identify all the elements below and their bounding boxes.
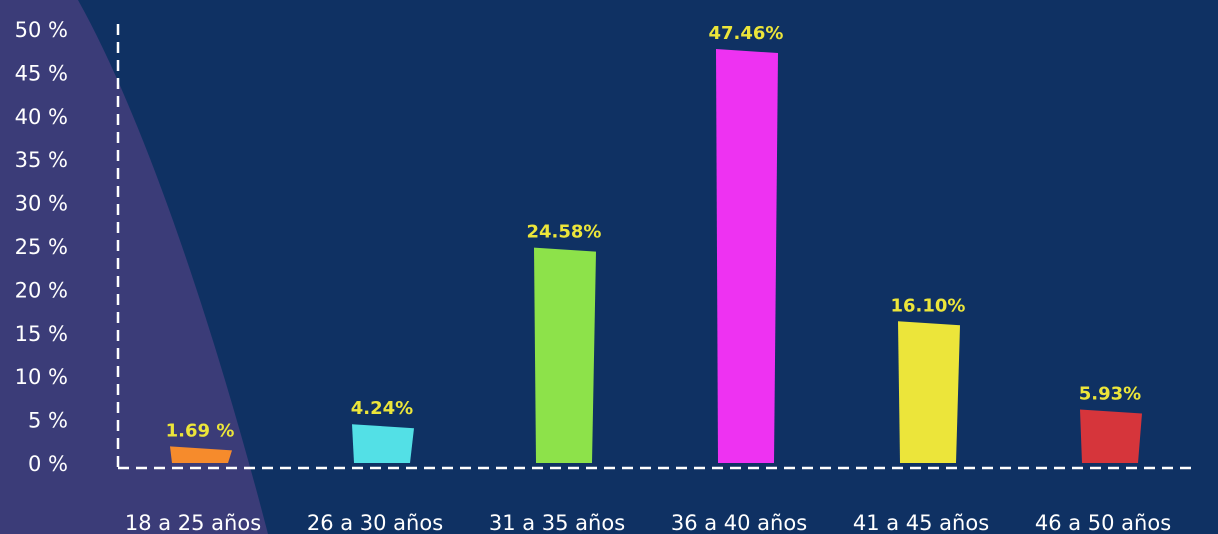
x-tick-label: 41 a 45 años	[853, 511, 989, 534]
y-tick-label: 45 %	[15, 61, 68, 85]
x-tick-label: 36 a 40 años	[671, 511, 807, 534]
decorative-background-shape	[0, 0, 268, 534]
bar-value-label: 5.93%	[1079, 384, 1141, 405]
bar	[1080, 409, 1142, 463]
y-tick-label: 40 %	[15, 105, 68, 129]
y-tick-label: 20 %	[15, 278, 68, 302]
bar	[716, 49, 778, 463]
bar-value-label: 4.24%	[351, 398, 413, 419]
y-tick-label: 25 %	[15, 235, 68, 259]
y-axis-ticks: 0 % 5 % 10 % 15 % 20 % 25 % 30 % 35 % 40 % 45 % 50…	[15, 18, 68, 476]
y-tick-label: 50 %	[15, 18, 68, 42]
y-tick-label: 10 %	[15, 365, 68, 389]
y-tick-label: 15 %	[15, 322, 68, 346]
bar	[534, 247, 596, 463]
y-tick-label: 0 %	[28, 452, 68, 476]
y-tick-label: 5 %	[28, 409, 68, 433]
bar	[170, 446, 232, 463]
x-axis-ticks: 18 a 25 años 26 a 30 años 31 a 35 años 36 a…	[125, 511, 1171, 534]
bar-value-label: 1.69 %	[166, 420, 235, 441]
bars-group	[170, 49, 1142, 463]
x-tick-label: 31 a 35 años	[489, 511, 625, 534]
x-tick-label: 18 a 25 años	[125, 511, 261, 534]
value-labels-group: 1.69 % 4.24% 24.58% 47.46% 16.10% 5.93%	[166, 23, 1142, 441]
bar-value-label: 24.58%	[527, 222, 602, 243]
x-tick-label: 26 a 30 años	[307, 511, 443, 534]
bar	[898, 321, 960, 463]
x-tick-label: 46 a 50 años	[1035, 511, 1171, 534]
bar-value-label: 47.46%	[709, 23, 784, 44]
y-tick-label: 30 %	[15, 192, 68, 216]
bar	[352, 424, 414, 463]
y-tick-label: 35 %	[15, 148, 68, 172]
bar-value-label: 16.10%	[891, 295, 966, 316]
